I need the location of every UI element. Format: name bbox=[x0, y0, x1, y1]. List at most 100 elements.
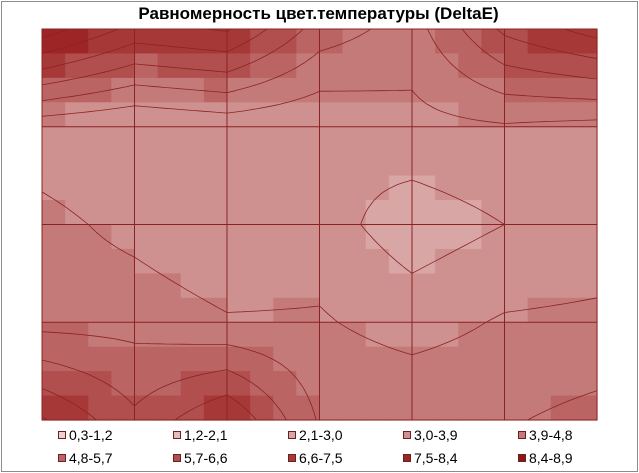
contour-cell bbox=[365, 126, 390, 152]
contour-cell bbox=[412, 29, 436, 55]
contour-cell bbox=[42, 248, 66, 274]
contour-cell bbox=[342, 224, 367, 250]
contour-cell bbox=[250, 248, 274, 274]
contour-cell bbox=[88, 175, 112, 201]
contour-line bbox=[41, 28, 598, 421]
contour-cell bbox=[388, 297, 413, 323]
contour-cell bbox=[412, 53, 436, 79]
contour-cell bbox=[157, 371, 182, 397]
contour-cell bbox=[296, 77, 321, 103]
contour-cell bbox=[65, 322, 89, 348]
contour-cell bbox=[227, 77, 251, 103]
contour-cell bbox=[227, 248, 251, 274]
contour-cell bbox=[412, 322, 436, 348]
contour-cell bbox=[180, 371, 205, 397]
contour-cell bbox=[504, 102, 529, 128]
contour-cell bbox=[157, 346, 182, 372]
contour-cell bbox=[157, 175, 182, 201]
contour-cell bbox=[365, 322, 390, 348]
contour-cell bbox=[65, 53, 89, 79]
contour-cell bbox=[203, 297, 228, 323]
contour-cell bbox=[65, 175, 89, 201]
contour-cell bbox=[88, 151, 112, 177]
contour-cell bbox=[435, 273, 459, 299]
contour-cell bbox=[388, 53, 413, 79]
contour-cell bbox=[111, 273, 136, 299]
contour-cell bbox=[180, 29, 205, 55]
contour-cell bbox=[273, 273, 297, 299]
contour-cell bbox=[134, 224, 159, 250]
contour-cell bbox=[573, 102, 598, 128]
contour-cell bbox=[250, 371, 274, 397]
contour-cell bbox=[134, 29, 159, 55]
contour-cell bbox=[203, 273, 228, 299]
contour-cell bbox=[157, 151, 182, 177]
contour-cell bbox=[65, 102, 89, 128]
contour-cell bbox=[365, 29, 390, 55]
contour-cell bbox=[365, 297, 390, 323]
contour-cell bbox=[388, 200, 413, 226]
contour-cell bbox=[550, 224, 575, 250]
contour-cell bbox=[180, 151, 205, 177]
contour-cell bbox=[273, 371, 297, 397]
contour-cell bbox=[504, 77, 529, 103]
contour-cell bbox=[250, 200, 274, 226]
contour-cell bbox=[550, 126, 575, 152]
contour-cell bbox=[42, 53, 66, 79]
contour-cell bbox=[435, 102, 459, 128]
contour-cell bbox=[134, 248, 159, 274]
contour-cell bbox=[42, 371, 66, 397]
contour-cell bbox=[527, 322, 552, 348]
contour-cell bbox=[134, 126, 159, 152]
contour-cell bbox=[134, 346, 159, 372]
contour-cell bbox=[42, 175, 66, 201]
contour-cell bbox=[250, 273, 274, 299]
contour-cell bbox=[65, 273, 89, 299]
contour-cell bbox=[203, 248, 228, 274]
contour-cell bbox=[342, 200, 367, 226]
contour-cell bbox=[458, 29, 482, 55]
contour-cell bbox=[65, 200, 89, 226]
contour-cell bbox=[319, 175, 344, 201]
contour-cell bbox=[319, 297, 344, 323]
contour-cell bbox=[227, 151, 251, 177]
contour-cell bbox=[573, 322, 598, 348]
contour-cell bbox=[157, 273, 182, 299]
contour-cell bbox=[504, 29, 529, 55]
contour-cell bbox=[550, 371, 575, 397]
contour-cell bbox=[227, 29, 251, 55]
contour-cell bbox=[65, 371, 89, 397]
contour-cell bbox=[388, 224, 413, 250]
contour-cell bbox=[180, 248, 205, 274]
contour-cell bbox=[458, 371, 482, 397]
contour-cell bbox=[388, 102, 413, 128]
contour-cell bbox=[365, 371, 390, 397]
contour-cell bbox=[180, 273, 205, 299]
contour-cell bbox=[412, 151, 436, 177]
contour-cell bbox=[435, 248, 459, 274]
contour-cell bbox=[342, 346, 367, 372]
contour-cell bbox=[365, 273, 390, 299]
contour-cell bbox=[365, 151, 390, 177]
contour-cell bbox=[527, 248, 552, 274]
contour-cell bbox=[296, 102, 321, 128]
contour-cell bbox=[412, 346, 436, 372]
contour-cell bbox=[412, 248, 436, 274]
contour-cell bbox=[550, 53, 575, 79]
contour-cell bbox=[134, 175, 159, 201]
contour-cell bbox=[111, 175, 136, 201]
contour-cell bbox=[412, 77, 436, 103]
contour-cell bbox=[180, 77, 205, 103]
contour-cell bbox=[296, 224, 321, 250]
contour-cell bbox=[342, 395, 367, 421]
contour-cell bbox=[319, 151, 344, 177]
contour-cell bbox=[527, 29, 552, 55]
contour-cell bbox=[227, 371, 251, 397]
contour-cell bbox=[481, 346, 506, 372]
contour-cell bbox=[435, 395, 459, 421]
contour-cell bbox=[504, 371, 529, 397]
contour-cell bbox=[573, 175, 598, 201]
contour-cell bbox=[458, 273, 482, 299]
contour-cell bbox=[458, 395, 482, 421]
contour-cell bbox=[458, 297, 482, 323]
